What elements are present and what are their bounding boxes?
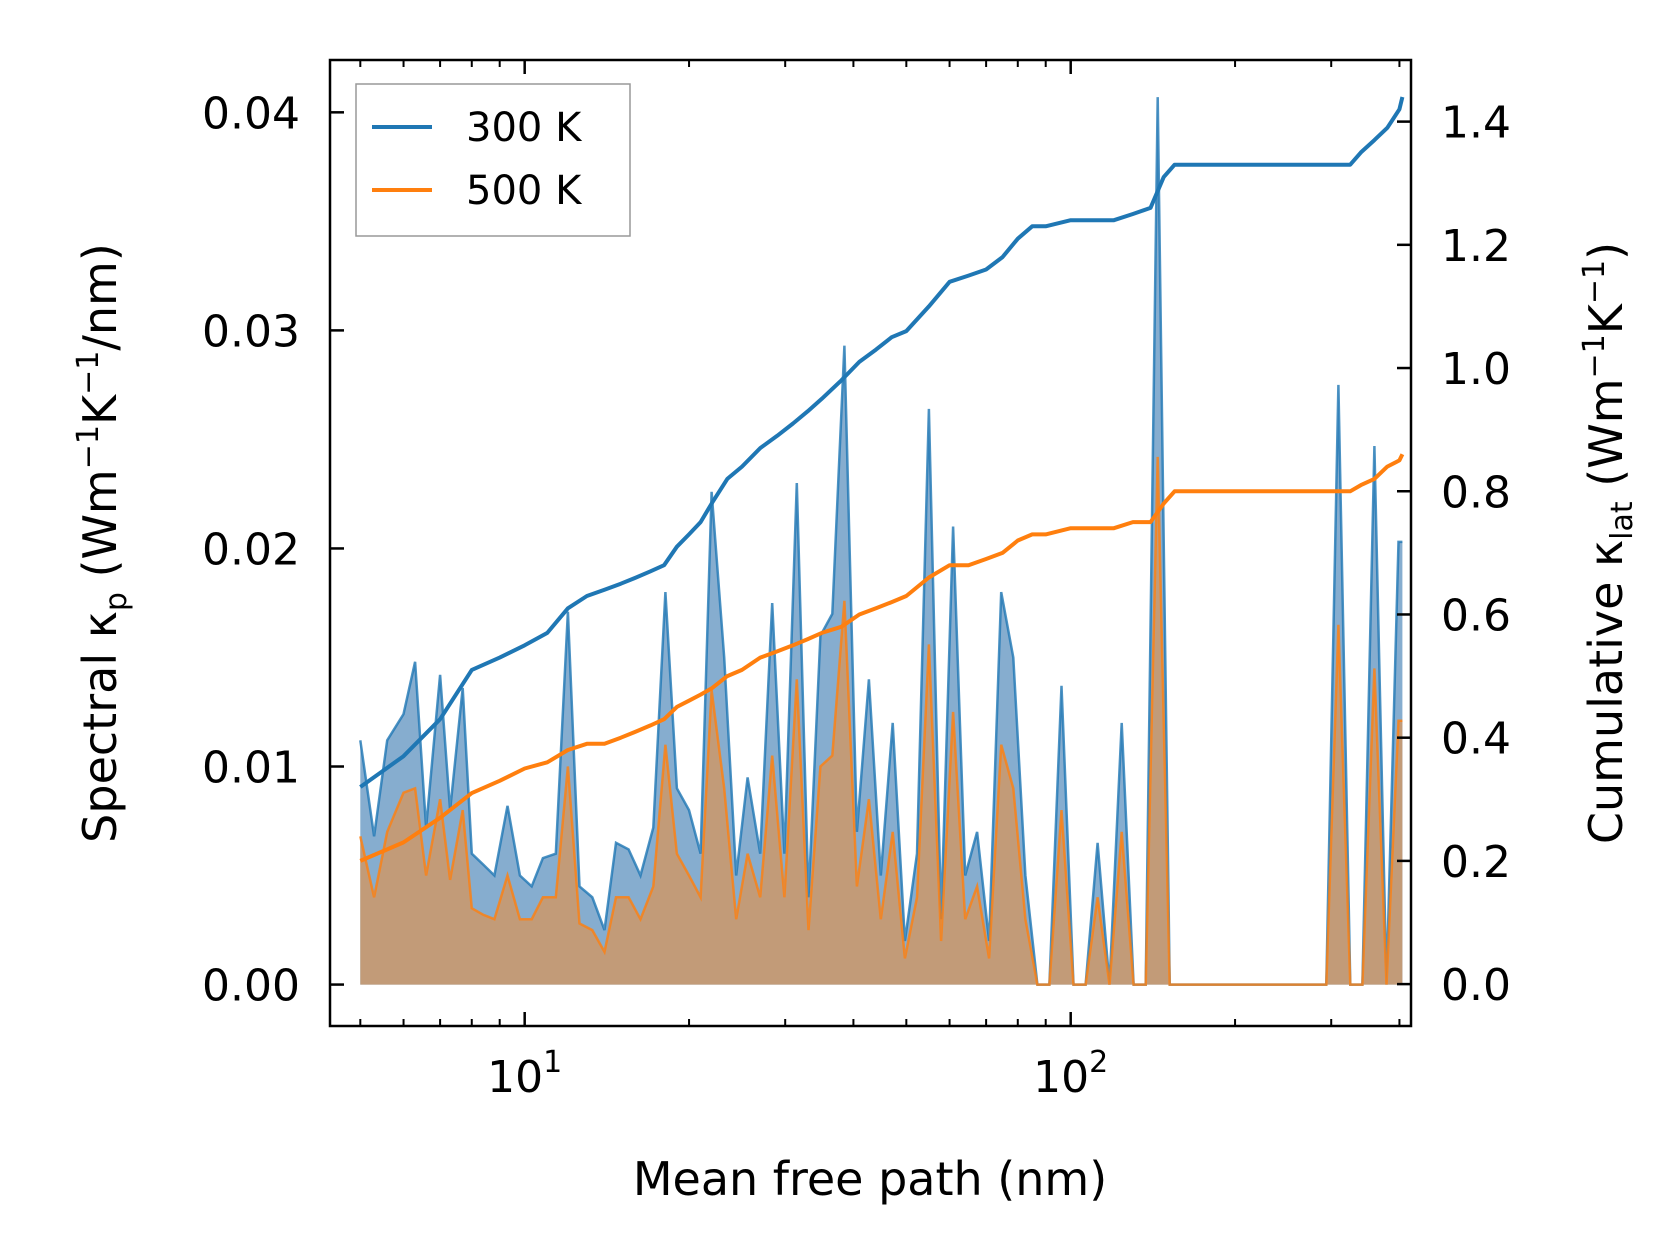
y-tick-label-left: 0.03	[202, 306, 300, 357]
legend-label-500k: 500 K	[466, 168, 583, 214]
y-tick-label-right: 0.8	[1441, 467, 1511, 518]
plot-frame	[328, 58, 1413, 1028]
y-tick-label-left: 0.00	[202, 961, 300, 1012]
spectral-area-500k	[360, 456, 1403, 985]
y-axis-label-left: Spectral κp (Wm−1K−1/nm)	[71, 243, 134, 843]
y-tick-label-right: 0.6	[1441, 590, 1511, 641]
y-tick-label-right: 1.0	[1441, 344, 1511, 395]
cumulative-lines	[359, 96, 1405, 863]
ticks: 101 102 0.00 0.01 0.02 0.03 0.04 0.0 0.2 0.4 0.6 0.…	[202, 60, 1511, 1103]
spectral-line-500k	[359, 456, 1403, 986]
legend-label-300k: 300 K	[466, 105, 583, 151]
y-axis-label-right: Cumulative κlat (Wm−1K−1)	[1577, 242, 1640, 844]
y-tick-label-right: 0.4	[1441, 714, 1511, 765]
x-tick-label: 102	[1033, 1045, 1108, 1103]
legend-box	[355, 83, 631, 237]
y-tick-label-right: 0.2	[1441, 837, 1511, 888]
x-axis-label: Mean free path (nm)	[633, 1152, 1107, 1206]
spectral-areas	[359, 97, 1403, 986]
y-tick-label-left: 0.04	[202, 88, 300, 139]
y-tick-label-right: 0.0	[1441, 960, 1511, 1011]
y-tick-label-right: 1.4	[1441, 98, 1511, 149]
y-tick-label-left: 0.02	[202, 524, 300, 575]
y-tick-label-left: 0.01	[202, 743, 300, 794]
legend: 300 K 500 K	[355, 83, 631, 237]
x-tick-label: 101	[487, 1045, 562, 1103]
cumulative-line-500k	[359, 453, 1405, 863]
cumulative-line-300k	[359, 96, 1405, 789]
y-tick-label-right: 1.2	[1441, 221, 1511, 272]
